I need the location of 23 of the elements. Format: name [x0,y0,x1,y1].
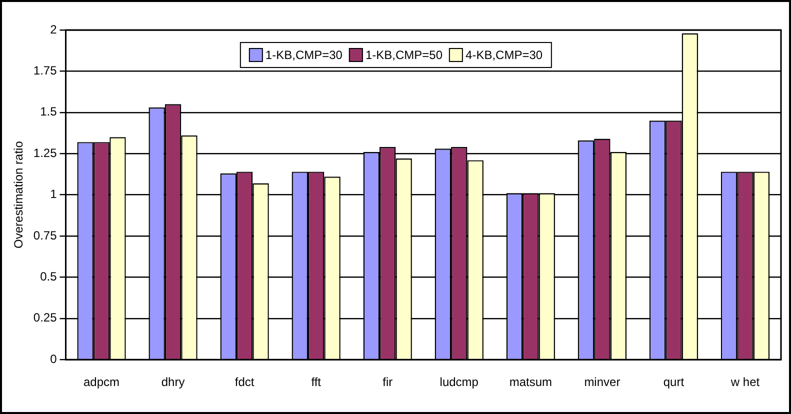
y-tick-label: 0.25 [33,310,58,325]
x-tick-label: adpcm [84,375,120,390]
y-tick-label: 0.5 [40,270,58,284]
y-tick-label: 1 [50,187,58,202]
legend-label: 1-KB,CMP=30 [265,48,342,62]
y-tick-label: 2 [50,22,58,36]
x-tick-label: w het [730,375,760,390]
x-tick-label: fdct [234,375,255,390]
x-tick-label: ludcmp [440,375,479,390]
x-tick-label: fir [382,375,393,390]
legend-label: 4-KB,CMP=30 [466,48,543,62]
x-tick-label: fft [311,375,322,390]
y-tick-label: 1.25 [33,146,58,160]
x-tick-label: dhry [161,375,185,390]
x-tick-label: matsum [509,375,552,390]
y-tick-label: 1.75 [33,64,58,78]
y-tick-label: 0.75 [33,228,58,242]
x-tick-label: qurt [663,375,685,390]
x-tick-label: minver [584,375,620,390]
legend-label: 1-KB,CMP=50 [365,48,443,62]
y-tick-label: 0 [50,352,58,366]
y-tick-label: 1.5 [40,104,58,119]
y-axis-title: Overestimation ratio [12,140,26,248]
